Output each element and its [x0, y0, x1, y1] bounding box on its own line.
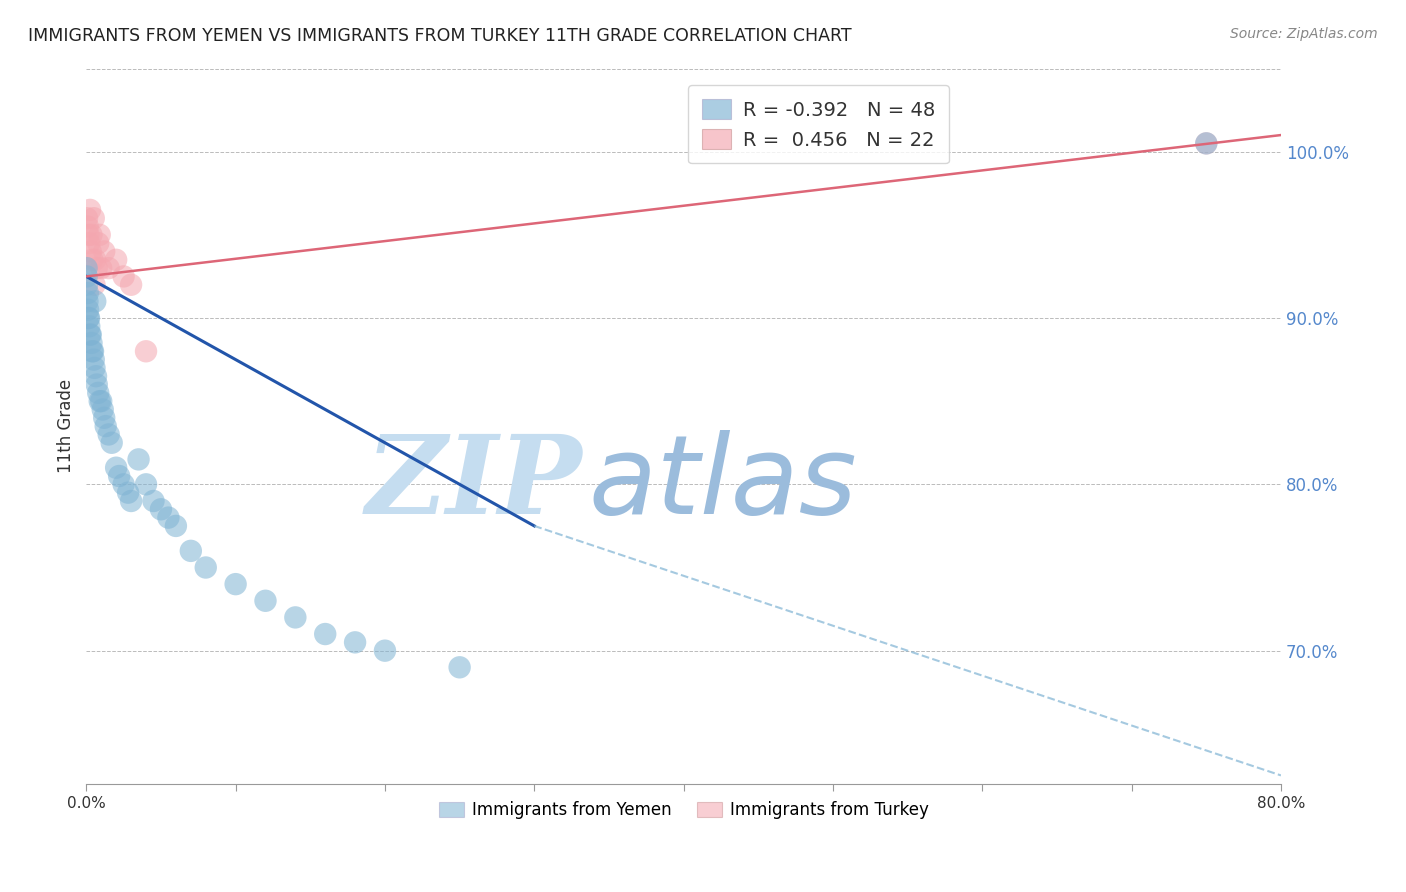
Point [77, 227, 100, 242]
Point [84, 369, 107, 384]
Point [84, 294, 107, 309]
Point [80, 227, 103, 242]
Point [180, 544, 202, 558]
Point [157, 510, 180, 524]
Point [79, 202, 101, 217]
Text: ZIP: ZIP [366, 430, 582, 537]
Text: Source: ZipAtlas.com: Source: ZipAtlas.com [1230, 27, 1378, 41]
Point [80, 335, 103, 350]
Point [105, 460, 128, 475]
Point [120, 494, 142, 508]
Point [89, 394, 111, 409]
Point [100, 435, 122, 450]
Point [82, 252, 104, 267]
Point [84, 252, 107, 267]
Point [112, 477, 135, 491]
Point [76, 286, 98, 301]
Point [80, 244, 103, 259]
Point [149, 502, 172, 516]
Text: IMMIGRANTS FROM YEMEN VS IMMIGRANTS FROM TURKEY 11TH GRADE CORRELATION CHART: IMMIGRANTS FROM YEMEN VS IMMIGRANTS FROM… [28, 27, 852, 45]
Point [284, 610, 307, 624]
Point [142, 494, 165, 508]
Point [449, 660, 471, 674]
Point [91, 402, 114, 417]
Point [77, 236, 100, 251]
Point [77, 311, 100, 326]
Point [94, 419, 117, 434]
Point [76, 219, 98, 234]
Point [87, 236, 110, 251]
Point [97, 261, 120, 276]
Point [112, 269, 135, 284]
Point [82, 344, 104, 359]
Point [1195, 136, 1218, 151]
Point [82, 344, 104, 359]
Legend: Immigrants from Yemen, Immigrants from Turkey: Immigrants from Yemen, Immigrants from T… [432, 794, 935, 825]
Point [79, 327, 101, 342]
Point [86, 377, 108, 392]
Point [135, 344, 157, 359]
Point [225, 577, 247, 591]
Point [1195, 136, 1218, 151]
Point [108, 469, 131, 483]
Point [83, 352, 105, 367]
Point [165, 519, 187, 533]
Point [194, 560, 217, 574]
Point [83, 277, 105, 292]
Point [77, 302, 100, 317]
Point [374, 643, 396, 657]
Point [76, 211, 98, 226]
Point [254, 594, 277, 608]
Point [77, 311, 100, 326]
Point [86, 261, 108, 276]
Point [105, 252, 128, 267]
Point [120, 277, 142, 292]
Point [83, 360, 105, 375]
Point [117, 485, 139, 500]
Point [83, 211, 105, 226]
Text: atlas: atlas [588, 430, 856, 537]
Point [76, 261, 98, 276]
Point [87, 385, 110, 400]
Point [76, 294, 98, 309]
Point [93, 410, 115, 425]
Point [89, 227, 111, 242]
Point [90, 394, 112, 409]
Point [93, 244, 115, 259]
Point [77, 319, 100, 334]
Point [97, 427, 120, 442]
Point [76, 277, 98, 292]
Point [135, 477, 157, 491]
Point [76, 269, 98, 284]
Point [128, 452, 150, 467]
Point [80, 327, 103, 342]
Point [90, 261, 112, 276]
Y-axis label: 11th Grade: 11th Grade [58, 379, 75, 473]
Point [314, 627, 336, 641]
Point [344, 635, 367, 649]
